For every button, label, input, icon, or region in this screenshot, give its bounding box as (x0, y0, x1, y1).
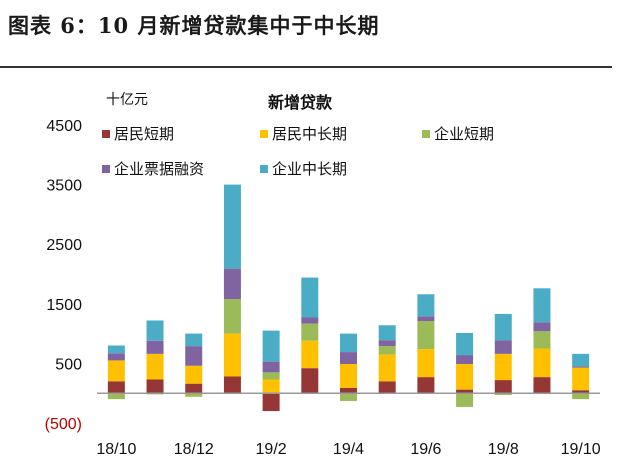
bar-segment (262, 372, 280, 380)
bar-segment (262, 393, 280, 412)
legend-swatch (102, 130, 110, 138)
bar-segment (223, 268, 241, 300)
y-axis: 4500 3500 2500 1500 500 (500) (45, 118, 82, 433)
y-tick-label: (500) (45, 416, 82, 433)
bar-segment (185, 383, 203, 394)
bar-segment (494, 393, 512, 395)
bar-segment (378, 340, 396, 347)
figure-title: 图表 6：10 月新增贷款集中于中长期 (8, 13, 380, 38)
bar-segment (223, 184, 241, 269)
legend-label: 居民短期 (114, 126, 174, 143)
legend-swatch (260, 165, 268, 173)
bar-segment (378, 325, 396, 341)
bar-segment (107, 353, 125, 361)
bar-segment (572, 367, 590, 391)
bar-segment (533, 288, 551, 323)
bar-segment (417, 377, 435, 394)
bars-layer (107, 184, 590, 412)
legend-swatch (102, 165, 110, 173)
y-tick-label: 3500 (46, 178, 82, 195)
x-tick-label: 19/2 (256, 441, 287, 458)
bar-segment (223, 376, 241, 394)
bar-segment (456, 389, 474, 394)
bar-segment (456, 355, 474, 364)
bar-segment (223, 333, 241, 377)
bar-segment (494, 340, 512, 354)
y-unit-label: 十亿元 (106, 91, 148, 107)
bar-segment (107, 393, 125, 400)
bar-segment (301, 340, 319, 369)
bar-segment (107, 345, 125, 354)
x-tick-label: 19/6 (410, 441, 441, 458)
bar-segment (378, 381, 396, 394)
bar-segment (494, 353, 512, 381)
bar-segment (301, 277, 319, 318)
bar-segment (340, 387, 357, 394)
bar-segment (456, 393, 474, 407)
bar-segment (185, 365, 203, 384)
bar-segment (572, 393, 590, 400)
legend-label: 企业中长期 (272, 160, 347, 178)
bar-segment (185, 393, 203, 397)
bar-segment (340, 352, 357, 364)
bar-segment (146, 379, 164, 394)
bar-segment (185, 346, 203, 366)
x-tick-label: 18/10 (96, 441, 136, 458)
bar-segment (340, 393, 357, 401)
bar-segment (456, 363, 474, 390)
bar-segment (572, 390, 590, 394)
bar-segment (378, 354, 396, 382)
bar-segment (301, 317, 319, 324)
bar-segment (417, 321, 435, 350)
bar-segment (301, 368, 319, 394)
x-tick-label: 19/8 (488, 441, 519, 458)
legend-label: 企业票据融资 (114, 160, 204, 178)
bar-segment (146, 353, 164, 380)
y-tick-label: 500 (55, 356, 82, 373)
bar-segment (456, 333, 474, 356)
bar-segment (417, 349, 435, 378)
bar-segment (107, 360, 125, 382)
bar-segment (262, 379, 280, 394)
bar-segment (533, 322, 551, 332)
bar-segment (301, 323, 319, 341)
bar-segment (572, 366, 590, 368)
bar-segment (494, 313, 512, 341)
y-tick-label: 2500 (46, 237, 82, 254)
y-tick-label: 4500 (46, 118, 82, 135)
bar-segment (185, 333, 203, 347)
bar-segment (107, 381, 125, 394)
bar-segment (533, 377, 551, 394)
legend-label: 居民中长期 (272, 126, 347, 143)
bar-segment (146, 340, 164, 354)
bar-segment (340, 333, 357, 353)
legend-swatch (422, 130, 430, 138)
bar-segment (378, 346, 396, 355)
y-tick-label: 1500 (46, 297, 82, 314)
bar-segment (572, 353, 590, 367)
legend-label: 企业短期 (434, 125, 494, 143)
x-axis: 18/10 18/12 19/2 19/4 19/6 19/8 19/10 (96, 441, 600, 458)
x-tick-label: 19/4 (333, 441, 364, 458)
chart-title: 新增贷款 (268, 93, 333, 112)
title-rule (0, 66, 612, 68)
bar-segment (533, 348, 551, 378)
bar-segment (262, 361, 280, 373)
bar-segment (494, 380, 512, 394)
legend-swatch (260, 130, 268, 138)
x-tick-label: 18/12 (174, 441, 214, 458)
bar-segment (262, 330, 280, 362)
x-tick-label: 19/10 (561, 441, 601, 458)
bar-segment (223, 299, 241, 334)
bar-segment (340, 363, 357, 388)
bar-segment (146, 320, 164, 341)
bar-segment (417, 316, 435, 322)
bar-segment (417, 294, 435, 317)
bar-segment (533, 331, 551, 349)
